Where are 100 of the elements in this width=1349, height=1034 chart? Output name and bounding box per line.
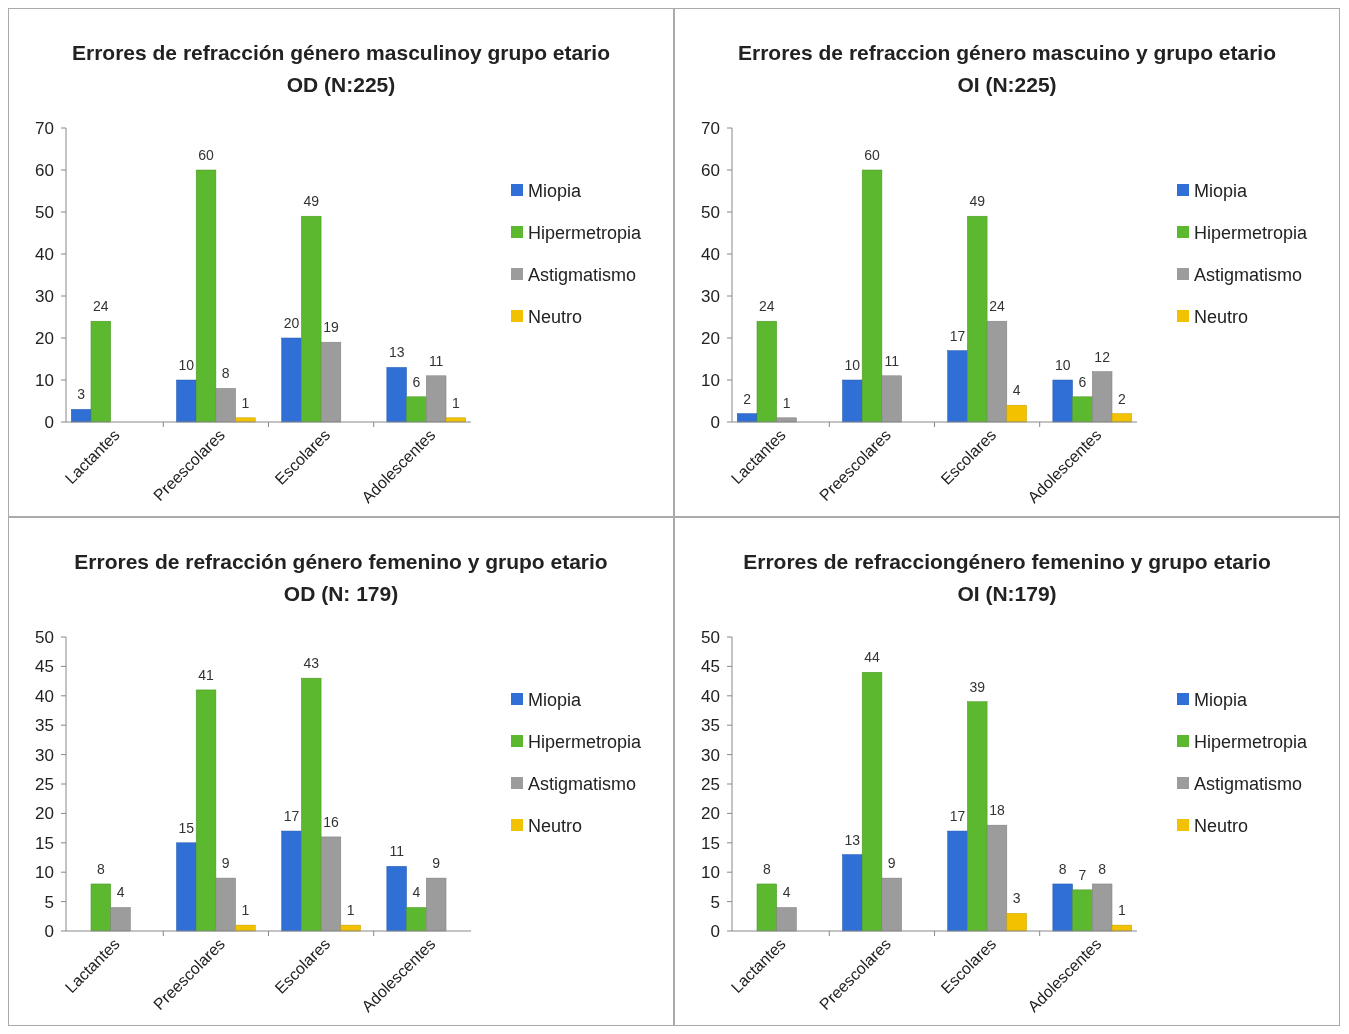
- bar: [386, 866, 407, 932]
- data-label: 17: [949, 808, 966, 825]
- data-label: 12: [1094, 348, 1111, 365]
- data-label: 9: [221, 855, 230, 872]
- data-label: 18: [989, 802, 1005, 819]
- data-label: 8: [762, 860, 771, 877]
- legend-label: Miopia: [528, 181, 583, 202]
- bar: [340, 924, 361, 932]
- data-label: 17: [949, 327, 966, 344]
- data-label: 4: [116, 884, 125, 901]
- legend-label: Neutro: [528, 816, 583, 837]
- legend-label: Hipermetropia: [528, 732, 643, 753]
- data-label: 3: [1012, 890, 1021, 907]
- legend-label: Neutro: [1194, 816, 1249, 837]
- data-label: 49: [969, 193, 986, 210]
- data-label: 2: [743, 390, 752, 407]
- bar: [195, 689, 217, 932]
- bar: [406, 396, 427, 423]
- y-tick-label: 60: [701, 160, 720, 180]
- y-tick-label: 40: [701, 244, 720, 264]
- data-label: 2: [1117, 390, 1126, 407]
- bar: [1006, 404, 1027, 423]
- y-tick-label: 20: [35, 804, 54, 824]
- legend-label: Astigmatismo: [1194, 774, 1303, 795]
- y-tick-label: 40: [35, 244, 54, 264]
- legend-label: Astigmatismo: [1194, 265, 1303, 286]
- data-label: 4: [782, 884, 791, 901]
- y-tick-label: 0: [710, 412, 720, 432]
- legend-label: Astigmatismo: [528, 265, 637, 286]
- bar: [1006, 913, 1027, 932]
- bar: [195, 169, 217, 423]
- bar: [1072, 889, 1093, 932]
- legend-label: Miopia: [528, 690, 583, 711]
- legend-label: Miopia: [1194, 690, 1249, 711]
- chart-title: Errores de refracción género femenino y grupo etario OD (N: 179): [74, 550, 608, 605]
- bar: [967, 215, 988, 423]
- legend-label: Neutro: [528, 307, 583, 328]
- bar: [301, 215, 322, 423]
- data-label: 60: [864, 147, 881, 163]
- data-label: 39: [969, 678, 986, 695]
- data-label: 24: [989, 298, 1005, 315]
- bar: [947, 350, 968, 423]
- data-label: 13: [388, 344, 405, 361]
- data-label: 16: [323, 813, 339, 830]
- chart-title: Errores de refraccion género mascuino y grupo etario OI (N:225): [738, 41, 1276, 96]
- y-tick-label: 50: [701, 627, 720, 647]
- y-tick-label: 20: [35, 328, 54, 348]
- y-tick-label: 30: [701, 286, 720, 306]
- y-tick-label: 5: [44, 892, 54, 912]
- y-tick-label: 0: [44, 412, 54, 432]
- y-tick-label: 45: [35, 657, 54, 677]
- y-tick-label: 10: [35, 370, 54, 390]
- data-label: 15: [178, 819, 195, 836]
- y-tick-label: 40: [701, 686, 720, 706]
- data-label: 7: [1078, 866, 1087, 883]
- data-label: 6: [412, 373, 421, 390]
- data-label: 1: [1117, 902, 1126, 919]
- y-tick-label: 15: [35, 833, 54, 853]
- data-label: 1: [241, 394, 250, 411]
- legend-label: Hipermetropia: [528, 223, 643, 244]
- y-tick-label: 30: [35, 286, 54, 306]
- data-label: 49: [303, 193, 320, 210]
- y-tick-label: 20: [701, 804, 720, 824]
- data-label: 8: [96, 860, 105, 877]
- data-label: 19: [323, 319, 339, 336]
- data-label: 11: [884, 352, 900, 369]
- legend-label: Hipermetropia: [1194, 223, 1309, 244]
- bar: [842, 379, 863, 423]
- bar: [1052, 883, 1073, 932]
- y-tick-label: 30: [35, 745, 54, 765]
- y-tick-label: 0: [44, 921, 54, 941]
- bar: [861, 169, 883, 423]
- y-tick-label: 10: [701, 370, 720, 390]
- data-label: 1: [241, 902, 250, 919]
- data-label: 9: [432, 855, 441, 872]
- data-label: 1: [451, 394, 460, 411]
- data-label: 41: [198, 666, 215, 683]
- data-label: 10: [178, 357, 195, 373]
- y-tick-label: 70: [35, 118, 54, 138]
- y-tick-label: 25: [701, 774, 720, 794]
- data-label: 13: [844, 831, 861, 848]
- bar: [842, 854, 863, 932]
- data-label: 24: [759, 298, 775, 315]
- data-label: 24: [93, 298, 109, 315]
- data-label: 20: [283, 315, 300, 331]
- legend-label: Miopia: [1194, 181, 1249, 202]
- data-label: 3: [77, 386, 86, 403]
- data-label: 17: [283, 808, 300, 825]
- y-tick-label: 15: [701, 833, 720, 853]
- bar: [1072, 396, 1093, 423]
- legend-label: Astigmatismo: [528, 774, 637, 795]
- bar: [386, 367, 407, 423]
- bar: [90, 320, 111, 423]
- y-tick-label: 0: [710, 921, 720, 941]
- y-tick-label: 35: [35, 716, 54, 736]
- bar: [947, 830, 968, 932]
- bar: [1111, 924, 1132, 932]
- bar: [176, 842, 197, 932]
- data-label: 6: [1078, 373, 1087, 390]
- bar: [1111, 413, 1132, 423]
